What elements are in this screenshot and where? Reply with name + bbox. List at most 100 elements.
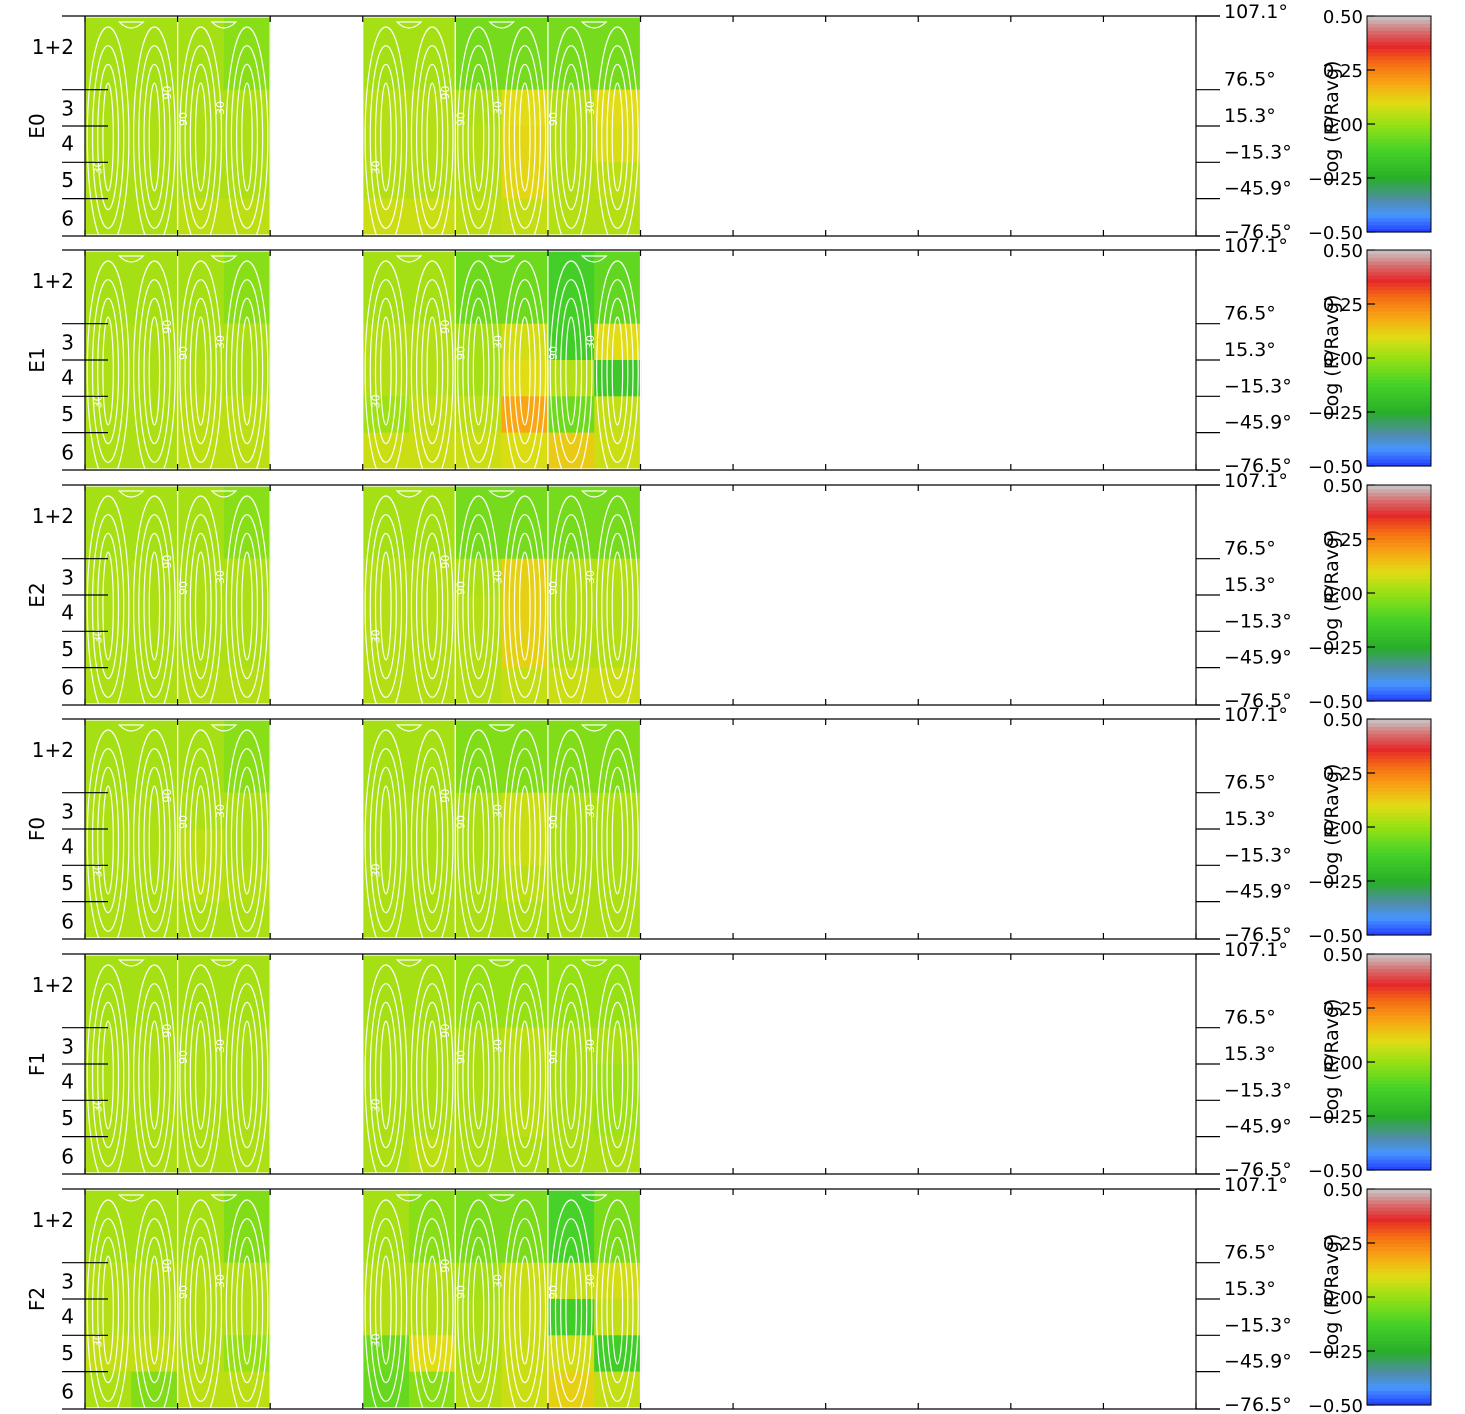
module-outline xyxy=(547,16,642,236)
contour-line xyxy=(421,1236,444,1384)
panel-label: F2 xyxy=(25,1287,49,1311)
heatmap-cell xyxy=(501,1335,549,1373)
contour-line xyxy=(508,45,541,229)
colorbar-segment xyxy=(1367,954,1431,959)
heatmap-cell xyxy=(131,1100,179,1138)
heatmap-cell xyxy=(223,954,271,1029)
contour-line xyxy=(611,316,624,426)
heatmap-cell xyxy=(362,865,410,903)
contour-line xyxy=(596,495,639,717)
contour-line xyxy=(426,551,438,661)
contour-label: 90 xyxy=(455,815,468,829)
row-label: 6 xyxy=(61,206,74,230)
colorbar-segment xyxy=(1367,203,1431,208)
contour-line xyxy=(380,785,392,895)
colorbar-tick-label: 0.50 xyxy=(1323,476,1363,497)
colorbar-segment xyxy=(1367,819,1431,824)
contour-line xyxy=(549,260,593,482)
colorbar-segment xyxy=(1367,614,1431,619)
contour-line xyxy=(601,45,634,229)
colorbar-tick-label: −0.50 xyxy=(1308,457,1363,478)
contour-line xyxy=(86,1199,130,1414)
contour-line xyxy=(601,514,634,698)
colorbar-label: Log (R/Ravg) xyxy=(1321,530,1343,652)
colorbar-segment xyxy=(1367,1098,1431,1103)
colorbar-segment xyxy=(1367,1137,1431,1142)
colorbar-segment xyxy=(1367,1250,1431,1255)
contour-line xyxy=(102,82,114,192)
colorbar-segment xyxy=(1367,553,1431,558)
colorbar-segment xyxy=(1367,1340,1431,1345)
heatmap-cell xyxy=(547,1335,595,1373)
row-label: 3 xyxy=(61,565,74,589)
contour-line xyxy=(426,316,438,426)
colorbar-segment xyxy=(1367,314,1431,319)
colorbar-segment xyxy=(1367,48,1431,53)
colorbar-segment xyxy=(1367,1051,1431,1056)
colorbar-segment xyxy=(1367,26,1431,31)
colorbar-segment xyxy=(1367,1232,1431,1237)
contour-label: 30 xyxy=(92,863,105,877)
heatmap-cell xyxy=(177,396,225,434)
colorbar-label: Log (R/Ravg) xyxy=(1321,295,1343,417)
colorbar-segment xyxy=(1367,848,1431,853)
heatmap-cell xyxy=(223,396,271,434)
row-label: 5 xyxy=(61,637,74,661)
contour-line xyxy=(380,551,392,661)
contour-line xyxy=(179,26,223,248)
heatmap-cell xyxy=(594,792,642,830)
contour-label: 30 xyxy=(492,570,505,584)
contour-line xyxy=(369,748,403,932)
colorbar-segment xyxy=(1367,354,1431,359)
colorbar-segment xyxy=(1367,990,1431,995)
heatmap-cell xyxy=(455,396,503,434)
contour-label: 90 xyxy=(547,581,560,595)
contour-line xyxy=(488,255,516,263)
colorbar-segment xyxy=(1367,1008,1431,1013)
colorbar-segment xyxy=(1367,1203,1431,1208)
colorbar-segment xyxy=(1367,729,1431,734)
heatmap-cell xyxy=(177,485,225,560)
heatmap-cell xyxy=(362,1335,410,1373)
contour-line xyxy=(241,1020,253,1130)
colorbar-segment xyxy=(1367,131,1431,136)
contour-line xyxy=(518,785,531,895)
contour-line xyxy=(421,532,444,680)
colorbar-segment xyxy=(1367,404,1431,409)
colorbar-segment xyxy=(1367,329,1431,334)
colorbar-segment xyxy=(1367,787,1431,792)
heatmap-cell xyxy=(223,1335,271,1373)
contour-line xyxy=(225,260,269,482)
colorbar-segment xyxy=(1367,451,1431,456)
colorbar-segment xyxy=(1367,1040,1431,1045)
contour-line xyxy=(606,532,629,680)
colorbar-segment xyxy=(1367,1000,1431,1005)
heatmap-cell xyxy=(177,719,225,794)
contour-line xyxy=(560,63,583,211)
heatmap-cell xyxy=(85,1189,132,1264)
colorbar-tick-label: 0.25 xyxy=(1323,764,1363,785)
colorbar-segment xyxy=(1367,564,1431,569)
panel-f0: 309090303090903090301+23456F0107.1°76.5°… xyxy=(25,704,1432,951)
contour-line xyxy=(97,1001,120,1149)
colorbar-segment xyxy=(1367,859,1431,864)
contour-line xyxy=(380,316,392,426)
colorbar-segment xyxy=(1367,1065,1431,1070)
heatmap-cell xyxy=(594,631,642,669)
contour-line xyxy=(467,766,490,914)
colorbar-segment xyxy=(1367,170,1431,175)
colorbar-segment xyxy=(1367,776,1431,781)
contour-line xyxy=(117,21,145,29)
colorbar-segment xyxy=(1367,661,1431,666)
heatmap-cell xyxy=(409,865,456,903)
colorbar-label: Log (R/Ravg) xyxy=(1321,61,1343,183)
contour-line xyxy=(364,26,408,248)
colorbar-segment xyxy=(1367,282,1431,287)
colorbar-segment xyxy=(1367,964,1431,969)
colorbar-segment xyxy=(1367,221,1431,226)
colorbar-segment xyxy=(1367,415,1431,420)
heatmap-cell xyxy=(362,719,410,794)
colorbar-segment xyxy=(1367,1397,1431,1402)
colorbar: 0.50 0.25 0.00 −0.25 −0.50 Log (R/Ravg) xyxy=(1308,1180,1432,1414)
heatmap-cell xyxy=(594,954,642,1029)
